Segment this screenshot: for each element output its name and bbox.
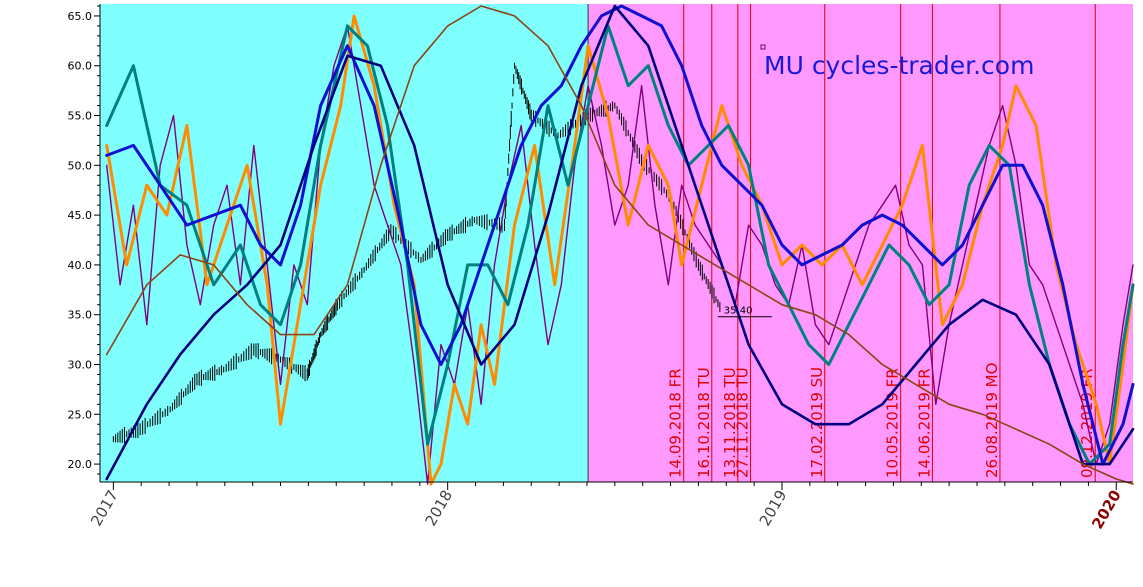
title-marker-icon	[760, 44, 766, 50]
y-tick-label: 30.0	[68, 358, 93, 371]
y-tick-label: 25.0	[68, 408, 93, 421]
y-tick-label: 40.0	[68, 259, 93, 272]
cycle-marker-label: 27.11.2018 TU	[734, 367, 752, 478]
x-tick-label: 2019	[756, 487, 791, 529]
series-line-5	[105, 4, 1135, 481]
series-lines	[105, 4, 1135, 486]
cycle-marker-label: 14.09.2018 FR	[667, 368, 685, 478]
x-tick-label: 2018	[421, 487, 456, 529]
y-axis-labels: 20.0 25.0 30.0 35.0 40.0 45.0 50.0 55.0 60.0 65.0	[68, 10, 93, 471]
y-tick-label: 55.0	[68, 110, 93, 123]
y-tick-label: 20.0	[68, 458, 93, 471]
annotations: 35.40	[717, 306, 772, 318]
cycle-markers: 14.09.2018 FR 16.10.2018 TU 13.11.2018 TU2…	[667, 4, 1096, 482]
y-tick-label: 60.0	[68, 60, 93, 73]
y-tick-label: 65.0	[68, 10, 93, 23]
series-line-1	[106, 25, 1134, 485]
series-line-6	[105, 5, 1134, 485]
cycle-marker-label: 14.06.2019 FR	[915, 368, 933, 478]
y-tick-label: 50.0	[68, 159, 93, 172]
x-axis: 2017 2018 2019 2020	[87, 481, 1133, 532]
price-bars-series	[112, 62, 721, 444]
y-tick-label: 35.0	[68, 309, 93, 322]
chart-title: MU cycles-trader.com	[764, 51, 1034, 80]
cycle-marker-label: 17.02.2019 SU	[808, 367, 826, 478]
cycle-marker-label: 16.10.2018 TU	[695, 367, 713, 478]
x-tick-label: 2020	[1088, 487, 1124, 532]
series-line-2	[105, 14, 1135, 486]
series-line-3	[105, 24, 1135, 466]
cycle-marker-label: 13.11.2018 TU	[721, 367, 739, 478]
y-tick-label: 45.0	[68, 209, 93, 222]
series-line-4	[105, 4, 1135, 466]
annotation-label: 35.40	[724, 306, 753, 317]
cycle-marker-label: 26.08.2019 MO	[983, 363, 1001, 478]
y-axis-ticks	[94, 5, 100, 475]
x-tick-label: 2017	[87, 487, 122, 529]
